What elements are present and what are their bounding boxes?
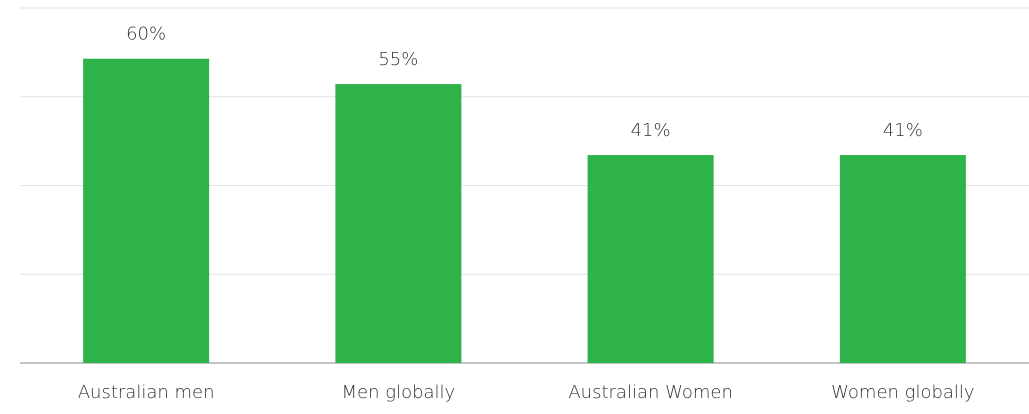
value-label: 55% <box>378 49 418 70</box>
bar <box>587 155 714 363</box>
value-label: 60% <box>126 24 166 45</box>
bar <box>335 84 462 364</box>
value-label: 41% <box>631 120 671 141</box>
bar <box>83 58 210 363</box>
x-tick-label: Men globally <box>342 382 456 403</box>
bar <box>839 155 966 363</box>
value-label: 41% <box>883 120 923 141</box>
x-tick-label: Women globally <box>831 382 974 403</box>
x-tick-label: Australian Women <box>568 382 733 403</box>
x-tick-label: Australian men <box>78 382 215 403</box>
